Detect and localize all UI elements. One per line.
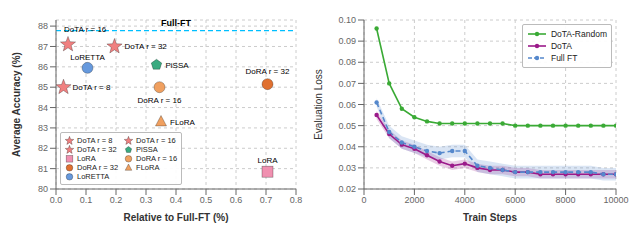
html-text:FLoRA: FLoRA [136,163,160,172]
svg-text:87: 87 [38,42,48,52]
svg-text:80: 80 [38,184,48,194]
html-text:PiSSA: PiSSA [136,145,158,154]
svg-text:Relative to Full-FT (%): Relative to Full-FT (%) [124,212,229,223]
html-text:DoRA r = 16: DoRA r = 16 [136,154,178,163]
svg-text:0.4: 0.4 [170,195,183,205]
svg-text:0.1: 0.1 [80,195,93,205]
svg-text:0.8: 0.8 [290,195,303,205]
svg-text:0.2: 0.2 [110,195,123,205]
svg-text:0.3: 0.3 [140,195,153,205]
svg-text:4000: 4000 [455,195,475,205]
html-text:LoRA: LoRA [77,154,96,163]
svg-text:0.10: 0.10 [338,15,356,25]
svg-text:0.09: 0.09 [338,36,356,46]
svg-text:85: 85 [38,82,48,92]
svg-text:FLoRA: FLoRA [170,118,196,127]
svg-text:2000: 2000 [404,195,424,205]
svg-text:0.03: 0.03 [338,163,356,173]
svg-text:Evaluation Loss: Evaluation Loss [313,69,324,140]
svg-text:DoTA r = 32: DoTA r = 32 [125,42,168,51]
svg-text:PiSSA: PiSSA [166,61,190,70]
svg-text:82: 82 [38,143,48,153]
html-text:DoTA r = 32: DoTA r = 32 [77,145,117,154]
svg-text:0.07: 0.07 [338,79,356,89]
html-text:DoTA-Random: DoTA-Random [550,29,607,39]
html-text:DoTA: DoTA [550,41,572,51]
svg-text:0.7: 0.7 [260,195,273,205]
html-text:Full FT: Full FT [550,53,578,63]
html-text:DoTA r = 8: DoTA r = 8 [77,136,113,145]
svg-text:Average Accuracy (%): Average Accuracy (%) [11,52,22,157]
svg-text:DoRA r = 32: DoRA r = 32 [246,67,290,76]
svg-text:0.0: 0.0 [50,195,63,205]
svg-text:DoRA r = 16: DoRA r = 16 [138,96,182,105]
svg-text:8000: 8000 [556,195,576,205]
svg-text:0.02: 0.02 [338,184,356,194]
svg-text:0.04: 0.04 [338,142,356,152]
svg-text:Full-FT: Full-FT [161,18,191,28]
svg-text:DoTA r = 8: DoTA r = 8 [73,83,111,92]
html-text:LoRETTA: LoRETTA [77,172,110,181]
svg-text:0: 0 [361,195,366,205]
svg-text:0.6: 0.6 [230,195,243,205]
svg-text:0.06: 0.06 [338,100,356,110]
svg-text:10000: 10000 [603,195,628,205]
svg-text:81: 81 [38,164,48,174]
svg-text:Train Steps: Train Steps [463,212,517,223]
svg-text:LoRA: LoRA [257,156,278,165]
svg-text:0.5: 0.5 [200,195,213,205]
svg-text:84: 84 [38,103,48,113]
html-text:DoRA r = 32: DoRA r = 32 [77,163,119,172]
svg-text:86: 86 [38,62,48,72]
svg-text:83: 83 [38,123,48,133]
svg-text:LoRETTA: LoRETTA [70,53,105,62]
svg-text:0.08: 0.08 [338,57,356,67]
svg-text:0.05: 0.05 [338,121,356,131]
svg-text:DoTA r = 16: DoTA r = 16 [64,25,107,34]
html-text:DoTA r = 16: DoTA r = 16 [136,136,176,145]
svg-text:88: 88 [38,21,48,31]
svg-text:6000: 6000 [505,195,525,205]
